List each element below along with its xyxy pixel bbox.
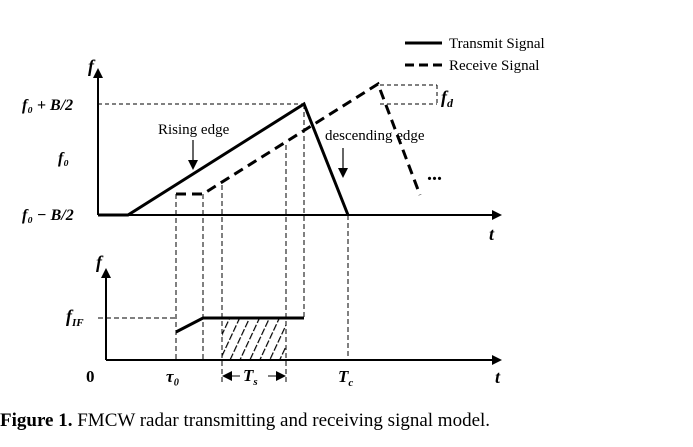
figure-caption: Figure 1. FMCW radar transmitting and re… [0,410,693,440]
tick-f0: f₀ [58,150,69,167]
vertical-guides [98,104,349,382]
tau0-label: τ₀ [166,367,180,386]
sampling-window-hatch [222,318,286,360]
origin-label: 0 [86,367,95,386]
ellipsis: ... [427,163,442,185]
tc-label: Tc [338,367,353,389]
ts-label: Ts [243,366,258,388]
fif-label: fIF [66,306,84,329]
bottom-axes: f t fIF 0 [66,252,502,387]
caption-text: FMCW radar transmitting and receiving si… [72,410,491,431]
bottom-labels: τ₀ Ts Tc [166,366,353,389]
rising-edge-label: Rising edge [158,122,230,138]
top-axes: f t f₀ + B/2 f₀ f₀ − B/2 [22,56,502,244]
legend: Transmit Signal Receive Signal [405,36,545,74]
top-reference-lines [98,84,438,105]
tick-f0-minus-half-b: f₀ − B/2 [22,207,74,224]
if-signal [175,316,304,334]
top-annotations: Rising edge descending edge fd ... [158,87,454,185]
top-x-axis-label: t [489,224,495,244]
caption-label: Figure 1. [0,410,73,431]
bottom-y-axis-label: f [96,252,104,272]
fd-label: fd [441,87,454,110]
legend-transmit-label: Transmit Signal [449,36,545,52]
transmit-signal [98,101,350,217]
receive-signal [176,81,422,196]
top-y-axis-label: f [88,56,96,76]
descending-edge-label: descending edge [325,128,425,144]
legend-receive-label: Receive Signal [449,58,539,74]
tick-f0-plus-half-b: f₀ + B/2 [22,97,73,114]
bottom-x-axis-label: t [495,367,501,387]
